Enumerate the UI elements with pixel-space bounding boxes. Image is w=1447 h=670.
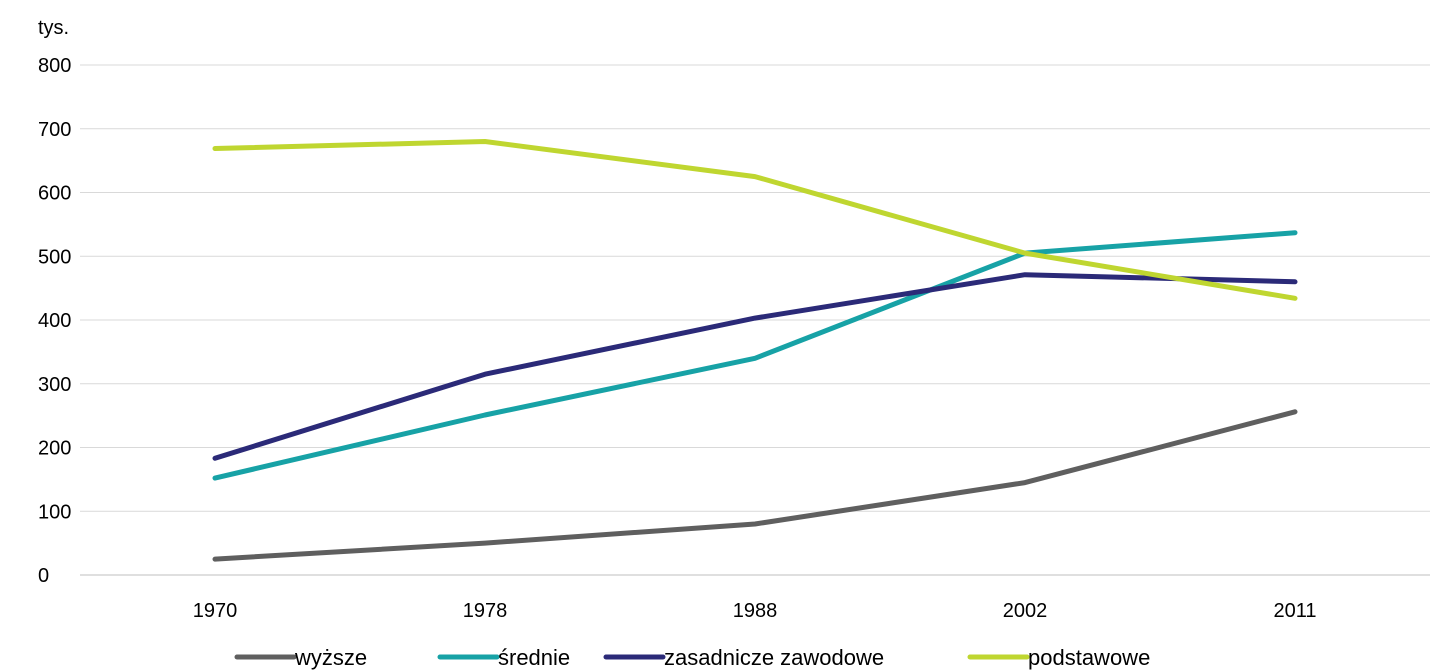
series-lines bbox=[212, 139, 1298, 562]
y-tick-label: 700 bbox=[38, 119, 71, 141]
y-tick-label: 300 bbox=[38, 374, 71, 396]
legend-label: wyższe bbox=[294, 645, 367, 670]
y-tick-label: 400 bbox=[38, 310, 71, 332]
series-line bbox=[212, 230, 1298, 481]
y-tick-label: 100 bbox=[38, 501, 71, 523]
x-tick-label: 1988 bbox=[733, 600, 778, 622]
series-line bbox=[212, 139, 1298, 301]
x-tick-label: 2011 bbox=[1273, 600, 1316, 622]
legend-label: zasadnicze zawodowe bbox=[664, 645, 884, 670]
x-axis: 1970 1978 1988 2002 2011 bbox=[193, 600, 1317, 622]
x-tick-label: 2002 bbox=[1003, 600, 1048, 622]
y-unit-label: tys. bbox=[38, 17, 69, 39]
legend-label: średnie bbox=[498, 645, 570, 670]
y-tick-label: 600 bbox=[38, 183, 71, 205]
x-tick-label: 1978 bbox=[463, 600, 508, 622]
y-axis: 0 100 200 300 400 500 600 700 800 bbox=[38, 55, 71, 587]
series-line bbox=[212, 272, 1298, 461]
series-line bbox=[212, 409, 1298, 562]
legend: wyższe średnie zasadnicze zawodowe podstawo… bbox=[234, 645, 1150, 670]
y-tick-label: 0 bbox=[38, 565, 49, 587]
y-tick-label: 500 bbox=[38, 246, 71, 268]
y-tick-label: 800 bbox=[38, 55, 71, 77]
y-tick-label: 200 bbox=[38, 438, 71, 460]
legend-label: podstawowe bbox=[1028, 645, 1150, 670]
x-tick-label: 1970 bbox=[193, 600, 238, 622]
